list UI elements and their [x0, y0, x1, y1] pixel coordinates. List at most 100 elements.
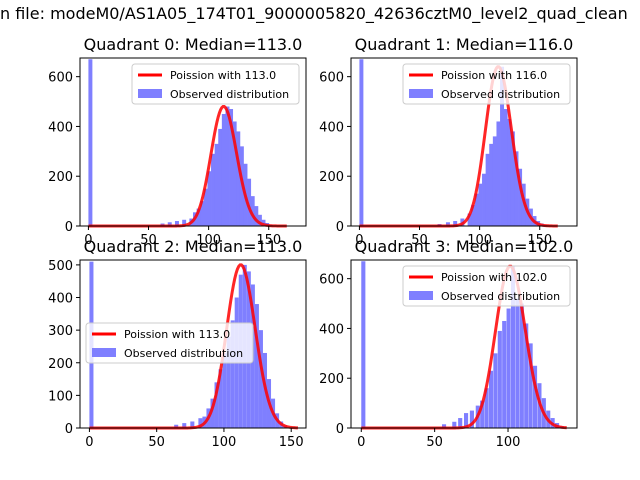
legend-hist-swatch — [138, 89, 162, 98]
histogram-bar — [515, 298, 520, 428]
x-tick-label: 50 — [148, 435, 165, 450]
histogram-bar — [200, 201, 205, 226]
histogram-bar — [203, 188, 208, 226]
histogram-bar — [261, 219, 266, 226]
histogram-bar — [257, 214, 262, 226]
axes-frame — [350, 57, 578, 227]
y-tick-label: 600 — [48, 71, 73, 86]
histogram-bar — [222, 352, 227, 428]
x-tick-label: 150 — [256, 233, 281, 248]
x-tick-label: 0 — [84, 233, 92, 248]
histogram-bar — [190, 421, 195, 428]
legend-box — [402, 265, 571, 307]
histogram-bar — [503, 109, 508, 226]
histogram-bar — [493, 353, 498, 428]
histogram-bar — [236, 131, 241, 226]
y-tick-label: 400 — [48, 292, 73, 307]
histogram-bar — [88, 59, 93, 226]
y-tick-label: 0 — [336, 220, 344, 235]
y-tick-label: 200 — [319, 170, 344, 185]
y-tick-label: 300 — [48, 324, 73, 339]
histogram-bar — [452, 421, 457, 428]
y-tick-label: 400 — [48, 120, 73, 135]
legend-hist-swatch — [409, 89, 433, 98]
x-tick-label: 50 — [426, 435, 443, 450]
y-tick-label: 0 — [65, 220, 73, 235]
panel-title: Quadrant 2: Median=113.0 — [84, 237, 303, 256]
histogram-bar — [514, 151, 519, 226]
histogram-bar — [453, 221, 458, 226]
y-tick-label: 200 — [319, 372, 344, 387]
legend-fit-label: Poission with 102.0 — [441, 271, 547, 284]
x-tick-label: 100 — [467, 233, 492, 248]
y-tick-label: 400 — [319, 120, 344, 135]
histogram-bar — [182, 219, 187, 226]
histogram-bar — [471, 204, 476, 226]
legend-hist-label: Observed distribution — [170, 88, 289, 101]
panel-title: Quadrant 1: Median=116.0 — [355, 35, 574, 54]
histogram-bar — [174, 424, 179, 428]
histogram-bar — [500, 66, 505, 227]
histogram-bar — [482, 173, 486, 226]
histogram-bar — [174, 221, 179, 226]
histogram-bar — [250, 196, 255, 226]
histogram-bar — [484, 388, 489, 428]
histogram-bar — [485, 153, 490, 226]
histogram-bar — [510, 131, 515, 226]
histogram-bar — [196, 208, 201, 226]
legend-fit-label: Poission with 113.0 — [170, 69, 276, 82]
panel-title: Quadrant 3: Median=102.0 — [355, 237, 574, 256]
legend-box — [402, 63, 571, 105]
histogram-bar — [492, 136, 497, 226]
figure-suptitle: n file: modeM0/AS1A05_174T01_9000005820_… — [0, 4, 628, 24]
y-tick-label: 600 — [319, 273, 344, 288]
histogram-bar — [518, 168, 523, 226]
histogram-bar — [258, 330, 263, 428]
chart-panel-0: 0 50 100 150 0 200 400 600 Quadrant 0: Median=11… — [48, 35, 307, 248]
x-tick-label: 150 — [279, 435, 304, 450]
histogram-bar — [507, 118, 512, 226]
x-tick-label: 50 — [411, 233, 428, 248]
histogram-bar — [229, 109, 234, 226]
histogram-bar — [478, 183, 483, 226]
legend-box — [131, 63, 300, 105]
histogram-bar — [254, 304, 259, 428]
y-tick-label: 600 — [319, 71, 344, 86]
histogram-bar — [218, 369, 223, 428]
histogram-bar — [230, 320, 235, 428]
chart-panel-3: 0 50 100 0 200 400 600 Quadrant 3: Median=102.0… — [319, 237, 578, 450]
histogram-bar — [361, 261, 366, 428]
axes-frame — [79, 57, 307, 227]
histogram-bar — [226, 336, 231, 428]
histogram-bar — [502, 320, 507, 428]
y-tick-label: 200 — [48, 357, 73, 372]
histogram-bar — [232, 121, 237, 226]
axes-frame — [79, 259, 307, 429]
histogram-bar — [489, 143, 494, 226]
histogram-bar — [469, 410, 474, 428]
histogram-bar — [528, 343, 533, 428]
legend-hist-swatch — [409, 291, 433, 300]
histogram-bar — [480, 400, 485, 428]
histogram-bar — [519, 303, 524, 428]
histogram-bar — [467, 213, 472, 226]
x-tick-label: 100 — [496, 435, 521, 450]
histogram-bar — [207, 171, 212, 226]
legend-hist-label: Observed distribution — [124, 347, 243, 360]
chart-panel-1: 0 50 100 150 0 200 400 600 Quadrant 1: Median=11… — [319, 35, 578, 248]
axes-frame — [350, 259, 578, 429]
histogram-bar — [182, 423, 187, 428]
legend-hist-label: Observed distribution — [441, 290, 560, 303]
legend-fit-label: Poission with 116.0 — [441, 69, 547, 82]
x-tick-label: 100 — [196, 233, 221, 248]
histogram-bar — [210, 398, 215, 428]
histogram-bar — [506, 308, 511, 428]
histogram-bar — [247, 178, 252, 226]
histogram-bar — [198, 418, 203, 428]
histogram-bar — [214, 382, 219, 428]
y-tick-label: 100 — [48, 389, 73, 404]
y-tick-label: 500 — [48, 259, 73, 274]
legend-fit-label: Poission with 113.0 — [124, 328, 230, 341]
histogram-bar — [464, 413, 469, 428]
legend-box — [85, 322, 254, 364]
